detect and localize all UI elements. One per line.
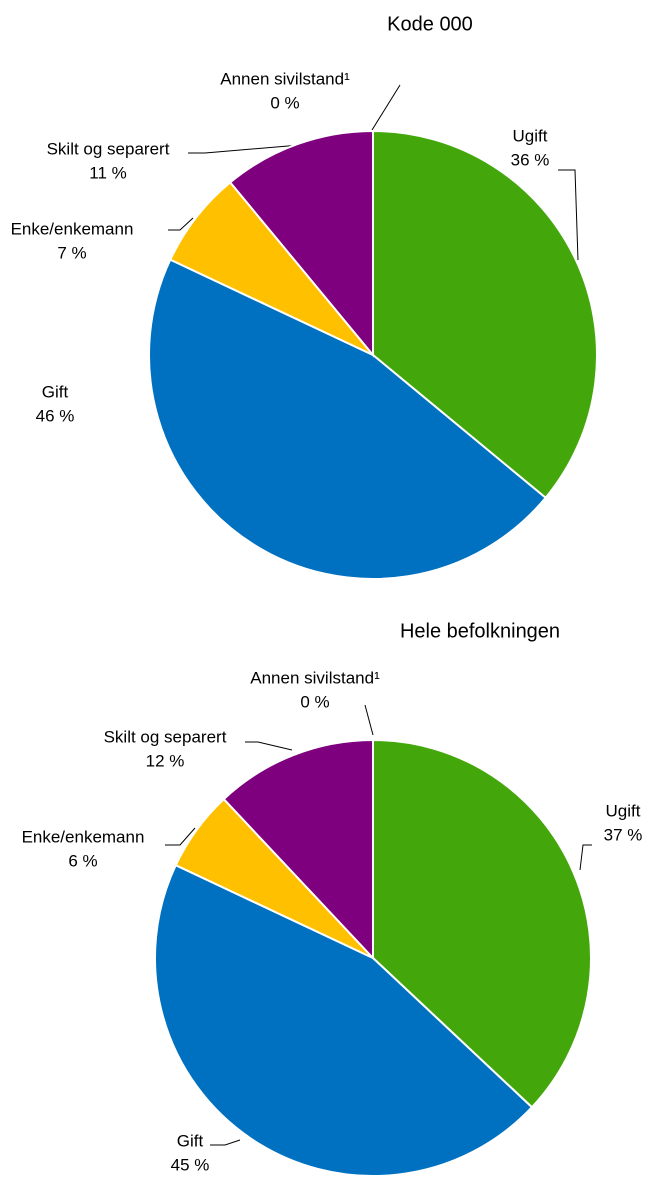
- slice-label: Ugift: [606, 801, 641, 820]
- slice-value-label: 0 %: [270, 93, 299, 112]
- slice-label: Enke/enkemann: [22, 827, 145, 846]
- slice-label: Gift: [177, 1131, 204, 1150]
- slice-label: Enke/enkemann: [11, 219, 134, 238]
- leader-line: [210, 1139, 241, 1146]
- leader-lines: [165, 84, 592, 1146]
- slice-value-label: 45 %: [171, 1155, 210, 1174]
- slice-value-label: 6 %: [68, 851, 97, 870]
- slice-label: Annen sivilstand¹: [250, 668, 380, 687]
- pie-slice: [154, 863, 534, 1177]
- slice-label: Ugift: [513, 126, 548, 145]
- slice-value-label: 12 %: [146, 751, 185, 770]
- pie-slice: [372, 129, 598, 500]
- slice-label: Skilt og separert: [47, 139, 170, 158]
- leader-line: [245, 741, 293, 751]
- leader-line: [558, 169, 579, 261]
- chart-title: Hele befolkningen: [400, 620, 560, 642]
- pie-slice: [148, 258, 548, 580]
- leader-line: [188, 144, 301, 154]
- slice-value-label: 7 %: [57, 243, 86, 262]
- leader-line: [579, 844, 592, 871]
- pie-slice: [222, 738, 374, 961]
- leader-line: [371, 84, 401, 131]
- slice-value-label: 0 %: [300, 692, 329, 711]
- slice-label: Annen sivilstand¹: [220, 69, 350, 88]
- leader-line: [364, 704, 374, 736]
- slice-label: Gift: [42, 382, 69, 401]
- slice-value-label: 46 %: [36, 406, 75, 425]
- pie-slice: [228, 129, 374, 358]
- slice-value-label: 37 %: [604, 825, 643, 844]
- slice-value-label: 11 %: [89, 163, 127, 182]
- chart-title: Kode 000: [387, 13, 473, 35]
- slice-value-label: 36 %: [511, 150, 550, 169]
- slice-label: Skilt og separert: [104, 727, 227, 746]
- leader-line: [165, 827, 196, 846]
- leader-line: [168, 217, 194, 231]
- pie-slice: [372, 738, 592, 1109]
